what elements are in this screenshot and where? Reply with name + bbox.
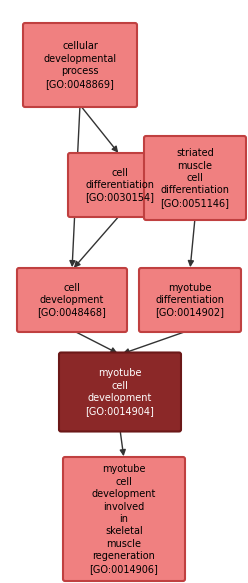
Text: myotube
cell
development
involved
in
skeletal
muscle
regeneration
[GO:0014906]: myotube cell development involved in ske… (90, 465, 158, 574)
FancyBboxPatch shape (68, 153, 172, 217)
FancyBboxPatch shape (144, 136, 246, 220)
FancyBboxPatch shape (63, 457, 185, 581)
Text: myotube
cell
development
[GO:0014904]: myotube cell development [GO:0014904] (86, 368, 155, 416)
FancyBboxPatch shape (139, 268, 241, 332)
FancyBboxPatch shape (23, 23, 137, 107)
Text: striated
muscle
cell
differentiation
[GO:0051146]: striated muscle cell differentiation [GO… (160, 148, 229, 208)
Text: cell
differentiation
[GO:0030154]: cell differentiation [GO:0030154] (86, 167, 155, 202)
Text: cellular
developmental
process
[GO:0048869]: cellular developmental process [GO:00488… (43, 41, 117, 89)
FancyBboxPatch shape (17, 268, 127, 332)
Text: cell
development
[GO:0048468]: cell development [GO:0048468] (37, 283, 106, 317)
FancyBboxPatch shape (59, 353, 181, 431)
Text: myotube
differentiation
[GO:0014902]: myotube differentiation [GO:0014902] (155, 283, 224, 317)
